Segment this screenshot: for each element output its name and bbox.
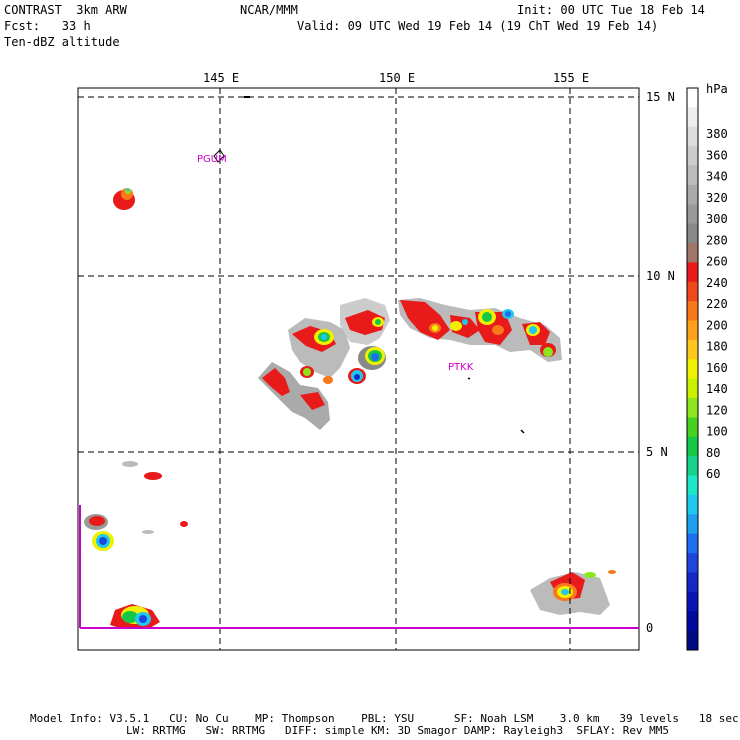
model-title: CONTRAST 3km ARW xyxy=(4,3,127,17)
colorbar-swatch xyxy=(687,204,698,225)
echo-band-central xyxy=(258,298,390,430)
colorbar-swatch xyxy=(687,301,698,322)
colorbar-tick-label: 340 xyxy=(706,170,728,184)
colorbar-swatch xyxy=(687,359,698,380)
colorbar-swatch xyxy=(687,398,698,418)
colorbar-tick-label: 200 xyxy=(706,318,728,332)
colorbar-tick-label: 220 xyxy=(706,297,728,311)
lat-label-0: 0 xyxy=(646,621,653,635)
colorbar-swatch xyxy=(687,126,698,147)
colorbar-swatch xyxy=(687,630,698,651)
model-info-line2: LW: RRTMG SW: RRTMG DIFF: simple KM: 3D … xyxy=(126,724,670,737)
echo-band-east xyxy=(398,298,562,362)
echo-cells-west xyxy=(84,461,188,551)
colorbar xyxy=(686,87,699,651)
lat-label-5n: 5 N xyxy=(646,445,668,459)
lat-lon-grid xyxy=(78,88,639,650)
colorbar-tick-label: 60 xyxy=(706,467,720,481)
model-info-line1: Model Info: V3.5.1 CU: No Cu MP: Thompso… xyxy=(30,712,739,725)
colorbar-swatch xyxy=(687,591,698,612)
guam-island-outline xyxy=(213,149,225,163)
colorbar-swatch xyxy=(687,533,698,554)
colorbar-swatch xyxy=(687,572,698,593)
colorbar-swatch xyxy=(687,107,698,128)
lat-label-10n: 10 N xyxy=(646,269,675,283)
colorbar-swatch xyxy=(687,165,698,186)
forecast-hour: Fcst: 33 h xyxy=(4,19,91,33)
colorbar-tick-label: 180 xyxy=(706,340,728,354)
colorbar-tick-label: 280 xyxy=(706,233,728,247)
echo-cell-northwest xyxy=(113,188,135,210)
colorbar-swatch xyxy=(687,475,698,496)
island-marker xyxy=(520,429,525,434)
colorbar-tick-label: 360 xyxy=(706,148,728,162)
station-label-pgum: PGUM xyxy=(197,154,227,165)
colorbar-swatch xyxy=(687,436,698,457)
colorbar-swatch xyxy=(687,320,698,341)
station-label-ptkk: PTKK xyxy=(448,362,474,373)
colorbar-tick-label: 140 xyxy=(706,382,728,396)
lon-label-145e: 145 E xyxy=(203,71,239,85)
lon-label-155e: 155 E xyxy=(553,71,589,85)
colorbar-swatch xyxy=(687,553,698,573)
colorbar-swatch xyxy=(687,494,698,515)
reflectivity-echoes xyxy=(84,188,616,628)
field-name: Ten-dBZ altitude xyxy=(4,35,120,49)
colorbar-swatch xyxy=(687,184,698,205)
echo-cell-southwest xyxy=(110,604,160,628)
colorbar-swatch xyxy=(687,514,698,535)
colorbar-tick-label: 260 xyxy=(706,255,728,269)
colorbar-tick-label: 240 xyxy=(706,276,728,290)
colorbar-frame xyxy=(686,87,699,651)
colorbar-tick-label: 160 xyxy=(706,361,728,375)
colorbar-swatch xyxy=(687,378,698,399)
lon-label-150e: 150 E xyxy=(379,71,415,85)
init-time: Init: 00 UTC Tue 18 Feb 14 xyxy=(517,3,705,17)
island-marker xyxy=(467,377,471,380)
colorbar-tick-label: 320 xyxy=(706,191,728,205)
colorbar-swatch xyxy=(687,281,698,302)
colorbar-swatch xyxy=(687,611,698,632)
colorbar-swatch xyxy=(687,262,698,283)
colorbar-swatch xyxy=(687,243,698,263)
colorbar-swatch xyxy=(687,417,698,438)
valid-time: Valid: 09 UTC Wed 19 Feb 14 (19 ChT Wed … xyxy=(297,19,659,33)
colorbar-tick-label: 380 xyxy=(706,127,728,141)
lat-label-15n: 15 N xyxy=(646,90,675,104)
colorbar-swatch xyxy=(687,88,698,108)
colorbar-tick-label: 100 xyxy=(706,425,728,439)
colorbar-swatch xyxy=(687,146,698,167)
colorbar-swatch xyxy=(687,223,698,244)
colorbar-tick-label: 120 xyxy=(706,403,728,417)
colorbar-swatch xyxy=(687,456,698,477)
colorbar-tick-label: 300 xyxy=(706,212,728,226)
colorbar-tick-label: 80 xyxy=(706,446,720,460)
colorbar-unit: hPa xyxy=(706,82,728,96)
organization-label: NCAR/MMM xyxy=(240,3,298,17)
colorbar-swatch xyxy=(687,339,698,360)
